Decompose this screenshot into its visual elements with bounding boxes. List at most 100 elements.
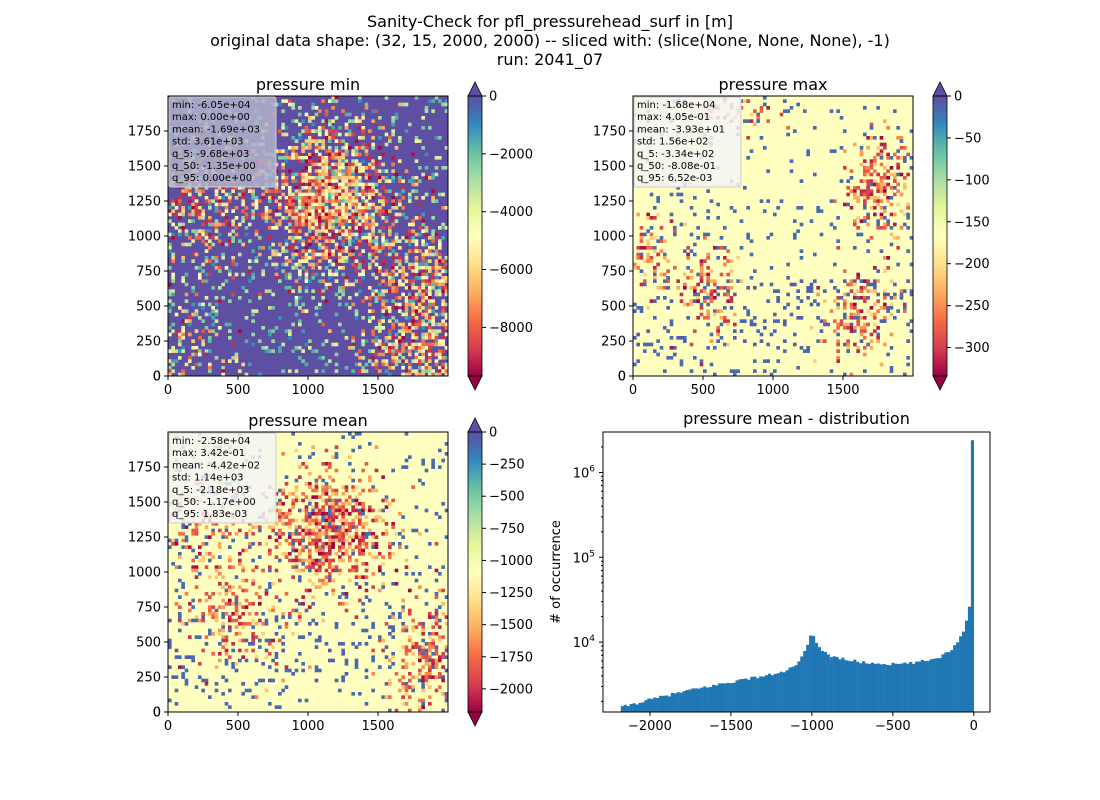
stats-line: q_50: -1.35e+00 xyxy=(172,161,256,172)
heatmap-cell xyxy=(331,545,335,549)
heatmap-cell xyxy=(391,552,395,556)
heatmap-cell xyxy=(188,219,192,223)
heatmap-cell xyxy=(341,192,345,197)
heatmap-cell xyxy=(839,322,844,327)
heatmap-cell xyxy=(833,149,837,153)
heatmap-cell xyxy=(304,588,309,593)
heatmap-cell xyxy=(308,146,312,150)
heatmap-cell xyxy=(218,642,222,646)
heatmap-cell xyxy=(318,508,322,513)
heatmap-cell xyxy=(291,518,295,523)
heatmap-cell xyxy=(208,302,212,307)
heatmap-cell xyxy=(171,199,175,203)
heatmap-cell xyxy=(328,495,332,499)
heatmap-cell xyxy=(391,196,395,200)
heatmap-cell xyxy=(244,658,249,663)
heatmap-cell xyxy=(308,346,312,350)
heatmap-cell xyxy=(331,239,335,243)
heatmap-cell xyxy=(344,146,349,150)
heatmap-cell xyxy=(428,329,432,333)
heatmap-cell xyxy=(204,279,209,283)
heatmap-cell xyxy=(384,212,389,217)
heatmap-cell xyxy=(869,282,874,287)
heatmap-cell xyxy=(311,189,315,193)
heatmap-cell xyxy=(354,202,359,207)
heatmap-cell xyxy=(171,279,175,283)
heatmap-cell xyxy=(181,532,185,536)
heatmap-cell xyxy=(214,309,219,313)
heatmap-cell xyxy=(411,332,415,337)
heatmap-cell xyxy=(344,279,349,283)
heatmap-cell xyxy=(699,359,704,363)
heatmap-cell xyxy=(328,216,332,220)
heatmap-cell xyxy=(291,119,295,123)
heatmap-cell xyxy=(438,369,442,373)
heatmap-cell xyxy=(434,266,439,270)
heatmap-cell xyxy=(763,96,767,100)
heatmap-cell xyxy=(284,259,289,263)
heatmap-cell xyxy=(208,552,212,556)
heatmap-cell xyxy=(813,359,817,363)
heatmap-cell xyxy=(361,146,365,150)
heatmap-cell xyxy=(351,152,355,157)
heatmap-cell xyxy=(284,249,289,253)
heatmap-cell xyxy=(706,256,710,260)
heatmap-cell xyxy=(348,568,352,573)
heatmap-cell xyxy=(441,356,445,360)
heatmap-cell xyxy=(876,292,880,297)
y-tick-label: 250 xyxy=(136,335,161,350)
heatmap-cell xyxy=(836,322,840,327)
heatmap-cell xyxy=(341,222,345,227)
heatmap-cell xyxy=(786,126,790,130)
heatmap-cell xyxy=(354,292,359,297)
heatmap-cell xyxy=(314,172,319,177)
heatmap-cell xyxy=(401,356,405,360)
heatmap-cell xyxy=(633,362,637,367)
heatmap-cell xyxy=(354,502,359,506)
heatmap-cell xyxy=(776,319,780,323)
heatmap-cell xyxy=(418,179,422,183)
heatmap-cell xyxy=(278,502,282,506)
heatmap-cell xyxy=(391,582,395,586)
heatmap-cell xyxy=(354,309,359,313)
heatmap-cell xyxy=(204,219,209,223)
heatmap-cell xyxy=(411,306,415,310)
heatmap-cell xyxy=(264,206,269,210)
heatmap-cell xyxy=(693,196,697,200)
heatmap-cell xyxy=(314,562,319,566)
heatmap-cell xyxy=(344,602,349,606)
heatmap-cell xyxy=(381,216,385,220)
heatmap-cell xyxy=(291,152,295,157)
heatmap-cell xyxy=(873,312,877,317)
heatmap-cell xyxy=(846,179,850,183)
heatmap-cell xyxy=(779,112,784,117)
heatmap-cell xyxy=(231,642,235,646)
colorbar-extend-max xyxy=(932,81,948,97)
heatmap-cell xyxy=(238,562,242,566)
heatmap-cell xyxy=(699,312,704,317)
heatmap-cell xyxy=(331,236,335,240)
heatmap-cell xyxy=(344,216,349,220)
heatmap-cell xyxy=(859,152,864,157)
heatmap-cell xyxy=(441,339,445,343)
heatmap-cell xyxy=(643,282,647,287)
heatmap-cell xyxy=(328,518,332,523)
heatmap-cell xyxy=(288,518,292,523)
heatmap-cell xyxy=(264,542,269,546)
heatmap-cell xyxy=(699,302,704,307)
heatmap-cell xyxy=(669,219,674,223)
heatmap-cell xyxy=(351,548,355,553)
heatmap-cell xyxy=(304,698,309,703)
heatmap-cell xyxy=(434,136,439,140)
heatmap-cell xyxy=(184,229,189,233)
heatmap-cell xyxy=(833,199,837,203)
heatmap-cell xyxy=(886,256,890,260)
heatmap-cell xyxy=(298,578,302,583)
heatmap-cell xyxy=(656,296,660,300)
heatmap-cell xyxy=(428,279,432,283)
heatmap-cell xyxy=(228,625,232,629)
heatmap-cell xyxy=(311,226,315,230)
heatmap-cell xyxy=(368,166,372,170)
heatmap-cell xyxy=(411,286,415,290)
heatmap-cell xyxy=(444,442,449,446)
